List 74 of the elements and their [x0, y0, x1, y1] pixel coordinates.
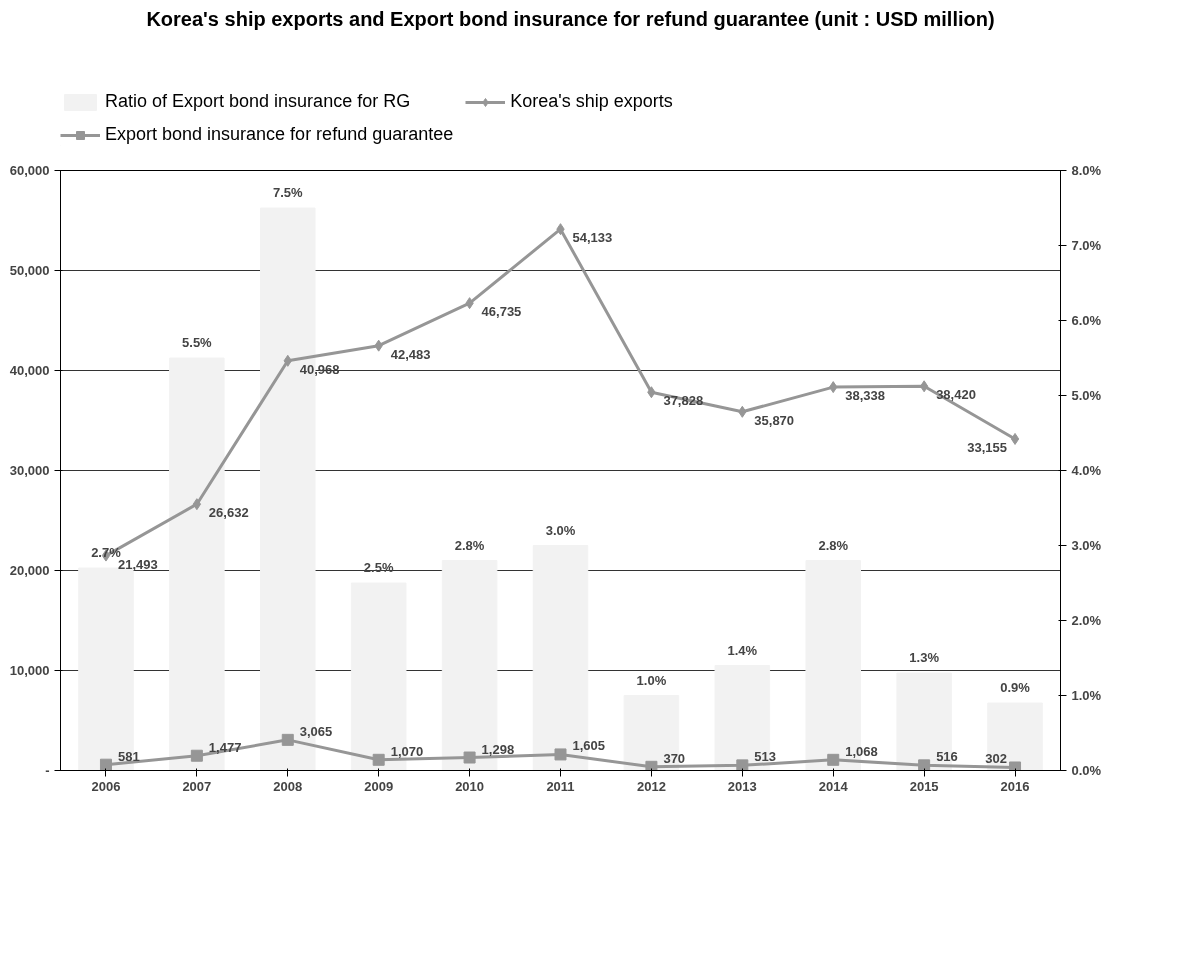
data-label: 5.5% — [182, 335, 213, 350]
data-label: 513 — [754, 749, 777, 765]
data-label: 1,068 — [845, 743, 878, 759]
y2-tick-label: 3.0% — [1071, 538, 1102, 553]
data-label: 581 — [117, 748, 140, 764]
y-tick-label: - — [45, 763, 50, 778]
data-label: 1.0% — [636, 672, 667, 688]
x-tick-label: 2006 — [91, 778, 121, 794]
data-label: 0.9% — [1000, 680, 1031, 695]
y-tick-label: 40,000 — [9, 363, 50, 378]
y-tick-label: 50,000 — [9, 263, 50, 278]
data-label: 38,338 — [845, 388, 885, 404]
point — [463, 751, 476, 764]
data-label: 3.0% — [545, 522, 576, 538]
data-label: 21,493 — [117, 556, 158, 572]
point — [827, 753, 840, 766]
point — [645, 760, 658, 771]
x-tick-label: 2008 — [273, 778, 303, 794]
data-label: 370 — [663, 750, 686, 766]
data-label: 1,070 — [390, 743, 424, 759]
y2-tick-label: 8.0% — [1071, 163, 1102, 178]
legend-label: Export bond insurance for refund guarantee — [105, 124, 454, 145]
point — [372, 753, 385, 766]
data-label: 1,477 — [208, 739, 242, 755]
point — [190, 749, 203, 762]
data-label: 26,632 — [208, 505, 249, 521]
x-tick-label: 2013 — [727, 778, 757, 794]
x-tick-label: 2011 — [546, 778, 575, 794]
data-label: 2.8% — [454, 537, 485, 553]
y2-tick-label: 7.0% — [1071, 238, 1102, 253]
data-label: 302 — [985, 751, 1008, 767]
legend-label: Ratio of Export bond insurance for RG — [105, 91, 411, 112]
y-tick-label: 30,000 — [9, 463, 50, 478]
data-label: 3,065 — [299, 723, 333, 739]
data-label: 54,133 — [572, 230, 613, 246]
point — [1010, 432, 1020, 445]
data-label: 35,870 — [754, 412, 795, 428]
data-label: 1.3% — [909, 650, 940, 665]
point — [554, 748, 567, 761]
legend-label: Korea's ship exports — [510, 91, 673, 112]
data-label: 40,968 — [299, 361, 340, 377]
data-label: 42,483 — [390, 346, 431, 362]
data-label: 1,298 — [481, 741, 515, 757]
x-tick-label: 2009 — [364, 778, 394, 794]
point — [918, 759, 931, 771]
bar — [987, 702, 1043, 771]
point — [736, 759, 749, 771]
point — [281, 733, 294, 746]
x-tick-label: 2010 — [455, 778, 485, 794]
y2-tick-label: 0.0% — [1071, 763, 1102, 778]
y2-tick-label: 4.0% — [1071, 463, 1102, 478]
data-label: 7.5% — [272, 185, 304, 200]
y2-tick-label: 6.0% — [1071, 313, 1102, 328]
x-tick-label: 2015 — [909, 778, 939, 794]
x-tick-label: 2016 — [1000, 778, 1030, 794]
y-tick-label: 60,000 — [9, 163, 50, 178]
y2-tick-label: 1.0% — [1071, 688, 1102, 703]
point — [99, 758, 112, 771]
y-tick-label: 20,000 — [9, 563, 50, 578]
chart-title: Korea's ship exports and Export bond insurance for refund guarantee (unit : USD million) — [146, 7, 995, 30]
x-tick-label: 2012 — [636, 778, 666, 794]
y-tick-label: 10,000 — [9, 663, 50, 678]
data-label: 2.8% — [818, 537, 849, 553]
data-label: 33,155 — [967, 439, 1008, 455]
data-label: 1.4% — [727, 642, 758, 658]
data-label: 46,735 — [481, 304, 522, 320]
data-label: 516 — [936, 749, 958, 765]
x-tick-label: 2007 — [182, 778, 212, 794]
point — [192, 498, 202, 511]
point — [1009, 761, 1022, 771]
data-label: 1,605 — [572, 738, 606, 754]
x-tick-label: 2014 — [818, 778, 849, 794]
y2-tick-label: 5.0% — [1071, 388, 1102, 403]
y2-tick-label: 2.0% — [1071, 613, 1102, 628]
